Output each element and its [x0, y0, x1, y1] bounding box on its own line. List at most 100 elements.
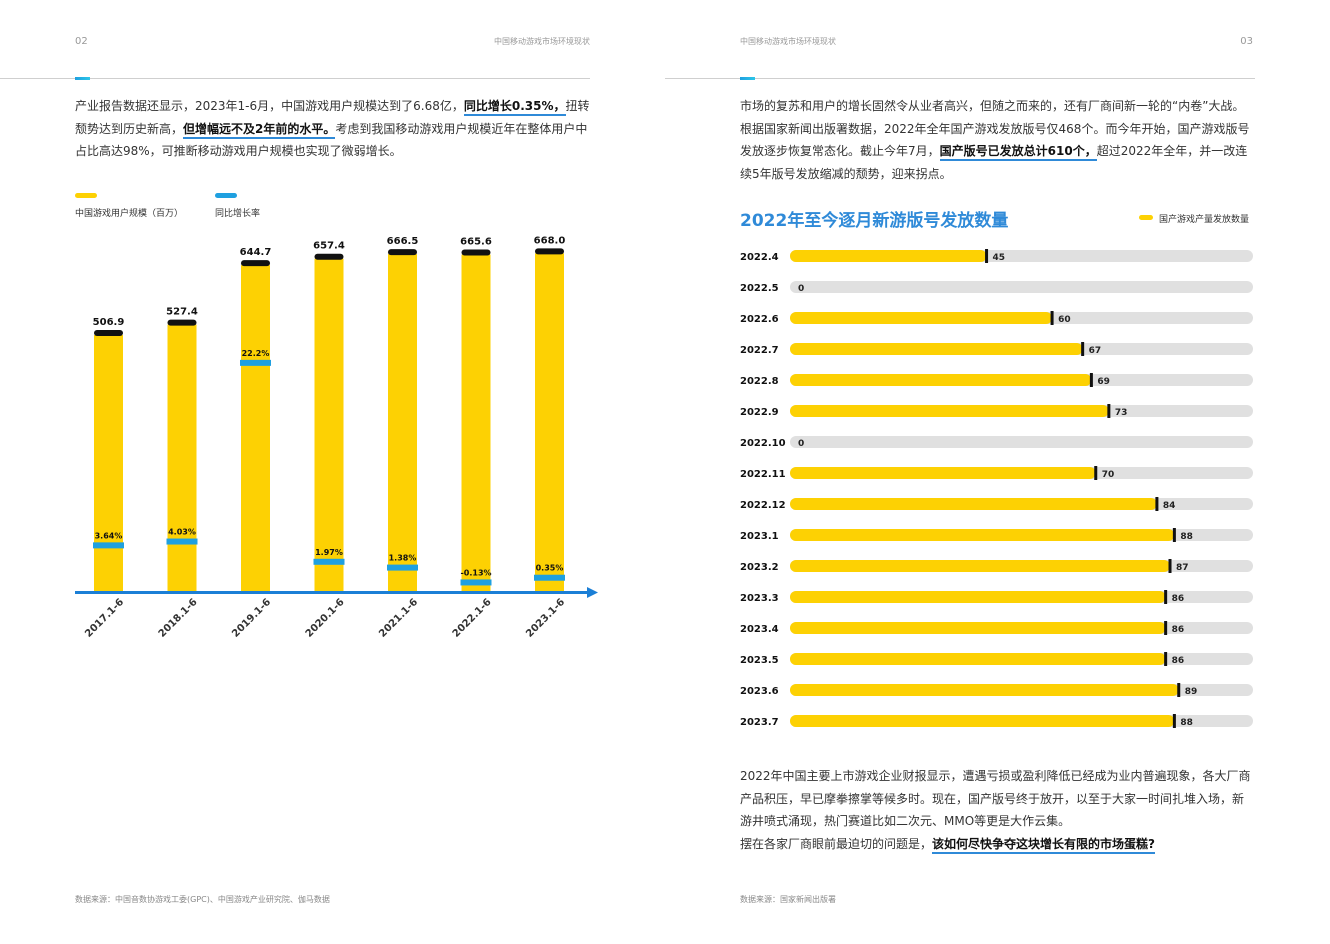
license-bar-cap [1050, 311, 1054, 325]
user-bar [535, 253, 564, 592]
category-label: 2017.1-6 [83, 597, 126, 640]
user-value-label: 527.4 [166, 307, 198, 318]
license-bar [790, 715, 1175, 727]
header-accent [740, 77, 755, 80]
license-bar [790, 405, 1109, 417]
chart-title: 2022年至今逐月新游版号发放数量 [740, 211, 1009, 231]
month-label: 2022.9 [740, 407, 779, 418]
license-bar-cap [1164, 652, 1168, 666]
growth-marker [93, 542, 124, 549]
growth-value-label: 0.35% [536, 564, 564, 573]
month-label: 2022.12 [740, 500, 786, 511]
growth-value-label: 22.2% [242, 349, 270, 358]
growth-value-label: 4.03% [168, 528, 196, 537]
right-page: 中国移动游戏市场环境现状 03 市场的复苏和用户的增长固然令从业者高兴，但随之而… [665, 0, 1330, 944]
license-bar [790, 622, 1166, 634]
license-bar-cap [1177, 683, 1181, 697]
header-rule [0, 78, 590, 79]
user-value-label: 657.4 [313, 241, 345, 252]
growth-marker [166, 538, 198, 545]
license-bar [790, 312, 1053, 324]
growth-value-label: 1.97% [315, 548, 343, 557]
x-axis-line [75, 591, 587, 594]
month-label: 2022.10 [740, 438, 786, 449]
source-note: 数据来源：中国音数协游戏工委(GPC)、中国游戏产业研究院、伽马数据 [75, 895, 330, 904]
month-label: 2023.2 [740, 562, 779, 573]
license-value-label: 45 [993, 253, 1006, 263]
user-bar [314, 258, 344, 592]
page-number: 03 [1240, 36, 1253, 47]
license-bar-cap [1172, 528, 1176, 542]
license-bar-cap [1094, 466, 1098, 480]
category-label: 2021.1-6 [377, 597, 420, 640]
month-label: 2022.8 [740, 376, 779, 387]
category-label: 2022.1-6 [451, 597, 494, 640]
category-label: 2019.1-6 [230, 597, 273, 640]
running-head: 中国移动游戏市场环境现状 [494, 37, 590, 46]
growth-marker [387, 564, 418, 571]
user-bar-cap [535, 248, 564, 255]
license-value-label: 88 [1180, 718, 1193, 728]
license-bar [790, 467, 1096, 479]
license-bar-cap [1168, 559, 1172, 573]
legend-swatch-users [75, 193, 97, 198]
user-value-label: 668.0 [534, 235, 566, 246]
user-bar [94, 335, 123, 592]
user-value-label: 666.5 [387, 236, 419, 247]
user-bar-cap [94, 330, 123, 337]
market-paragraph: 市场的复苏和用户的增长固然令从业者高兴，但随之而来的，还有厂商间新一轮的“内卷”… [740, 99, 1250, 181]
legend-swatch-growth [215, 193, 237, 198]
user-bar-cap [241, 260, 270, 267]
license-value-label: 88 [1180, 532, 1193, 542]
category-label: 2020.1-6 [304, 597, 347, 640]
highlight-growth-note: 但增幅远不及2年前的水平。 [183, 121, 336, 139]
month-label: 2022.7 [740, 345, 779, 356]
license-value-label: 89 [1185, 687, 1198, 697]
category-label: 2023.1-6 [524, 597, 567, 640]
month-label: 2022.4 [740, 252, 779, 263]
month-label: 2023.7 [740, 717, 779, 728]
license-bar [790, 560, 1171, 572]
highlight-question: 该如何尽快争夺这块增长有限的市场蛋糕? [932, 836, 1155, 854]
month-label: 2022.6 [740, 314, 779, 325]
license-value-label: 0 [798, 284, 804, 294]
legend-label-growth: 同比增长率 [215, 209, 261, 219]
license-bar [790, 343, 1083, 355]
license-bar [790, 498, 1157, 510]
license-value-label: 84 [1163, 501, 1176, 511]
license-bar-cap [1107, 404, 1111, 418]
user-bar [241, 265, 270, 592]
license-bar-cap [1164, 590, 1168, 604]
license-value-label: 67 [1089, 346, 1102, 356]
user-value-label: 644.7 [240, 247, 272, 258]
growth-marker [240, 359, 271, 366]
license-bar [790, 374, 1092, 386]
license-value-label: 86 [1172, 656, 1185, 666]
growth-marker [460, 579, 492, 586]
license-bar [790, 684, 1179, 696]
highlight-growth: 同比增长0.35%， [463, 99, 566, 116]
license-value-label: 73 [1115, 408, 1128, 418]
legend-swatch-licenses [1139, 215, 1153, 220]
category-label: 2018.1-6 [157, 597, 200, 640]
license-value-label: 70 [1102, 470, 1115, 480]
license-value-label: 60 [1058, 315, 1071, 325]
license-bar [790, 250, 987, 262]
growth-value-label: 3.64% [95, 531, 123, 540]
user-bar [461, 254, 491, 592]
header-rule [665, 78, 1255, 79]
user-value-label: 506.9 [93, 317, 125, 328]
user-bar-cap [314, 253, 344, 260]
license-bar-cap [1172, 714, 1176, 728]
user-bar [388, 254, 417, 592]
license-bar-cap [1089, 373, 1093, 387]
x-axis-arrow [587, 587, 598, 598]
running-head: 中国移动游戏市场环境现状 [740, 37, 836, 46]
user-scale-bar-chart: 506.9 3.64% 2017.1-6 527.4 4.03% 2018.1-6 644.… [75, 235, 598, 640]
bar-track [790, 281, 1253, 293]
month-label: 2023.6 [740, 686, 779, 697]
license-bar-cap [1164, 621, 1168, 635]
growth-value-label: 1.38% [389, 554, 417, 563]
page-number: 02 [75, 36, 88, 47]
month-label: 2022.11 [740, 469, 786, 480]
